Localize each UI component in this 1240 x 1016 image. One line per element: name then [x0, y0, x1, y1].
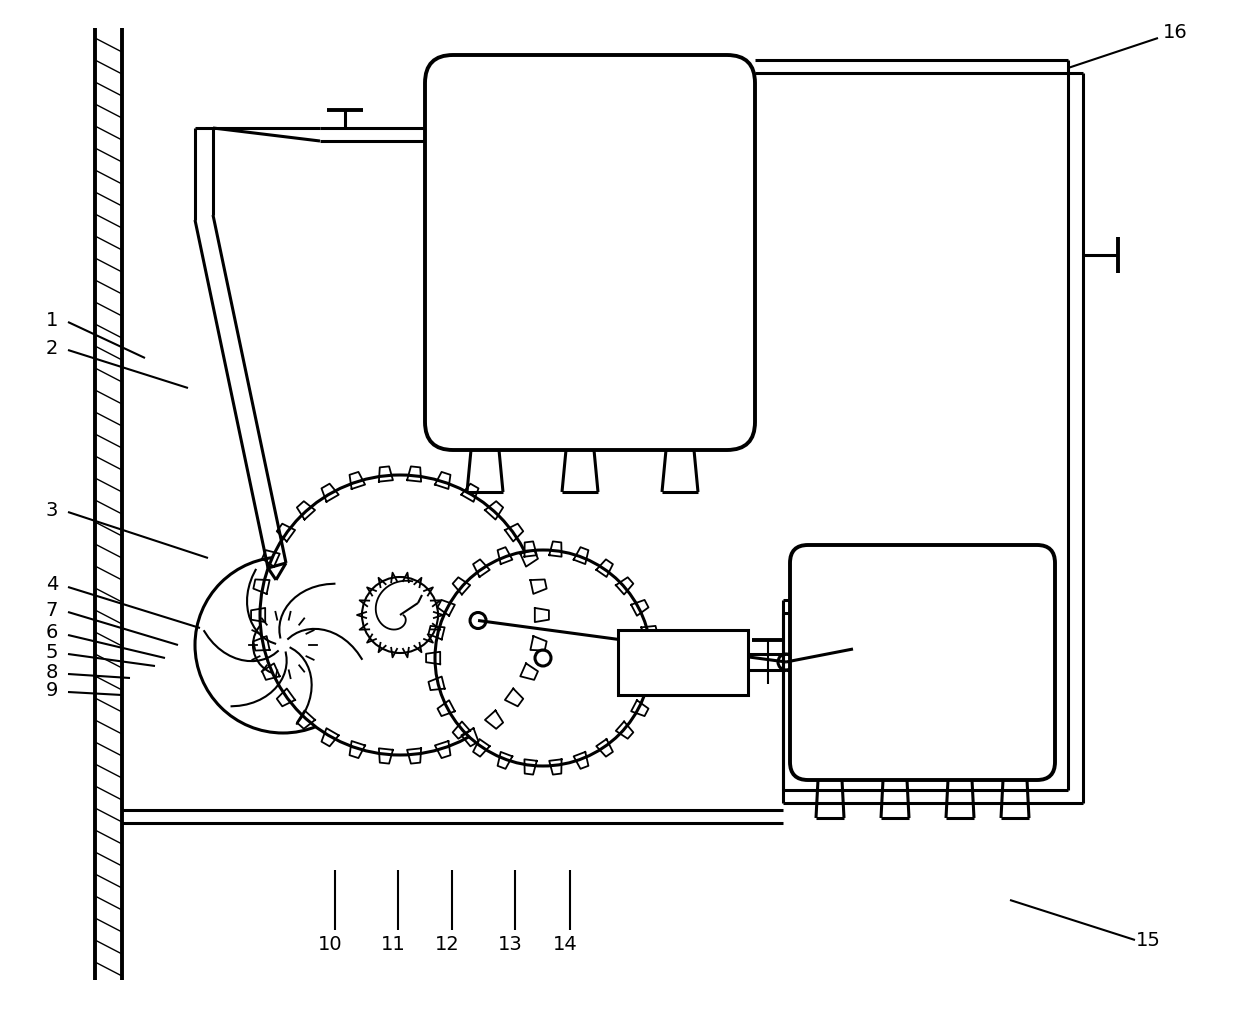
- Text: 9: 9: [46, 681, 58, 699]
- Circle shape: [263, 625, 303, 665]
- Text: 15: 15: [1136, 931, 1161, 950]
- Text: 8: 8: [46, 662, 58, 682]
- Text: 11: 11: [381, 936, 405, 954]
- Text: 7: 7: [46, 600, 58, 620]
- Text: 13: 13: [497, 936, 522, 954]
- Circle shape: [777, 654, 794, 670]
- Circle shape: [195, 557, 371, 733]
- Text: 12: 12: [435, 936, 459, 954]
- FancyBboxPatch shape: [425, 55, 755, 450]
- Bar: [618, 630, 748, 695]
- Text: 2: 2: [46, 338, 58, 358]
- Text: 4: 4: [46, 575, 58, 594]
- Text: 3: 3: [46, 501, 58, 519]
- Circle shape: [435, 550, 651, 766]
- Circle shape: [275, 637, 291, 653]
- Circle shape: [362, 577, 438, 653]
- Circle shape: [470, 613, 486, 629]
- Text: 16: 16: [1163, 22, 1188, 42]
- Text: 10: 10: [317, 936, 342, 954]
- Text: 1: 1: [46, 311, 58, 329]
- Circle shape: [642, 658, 650, 666]
- FancyBboxPatch shape: [790, 545, 1055, 780]
- Text: 6: 6: [46, 624, 58, 642]
- Circle shape: [534, 650, 551, 666]
- Circle shape: [391, 605, 410, 625]
- Circle shape: [260, 475, 539, 755]
- Text: 14: 14: [553, 936, 578, 954]
- Circle shape: [253, 615, 312, 675]
- Circle shape: [627, 644, 663, 680]
- Text: 5: 5: [46, 642, 58, 661]
